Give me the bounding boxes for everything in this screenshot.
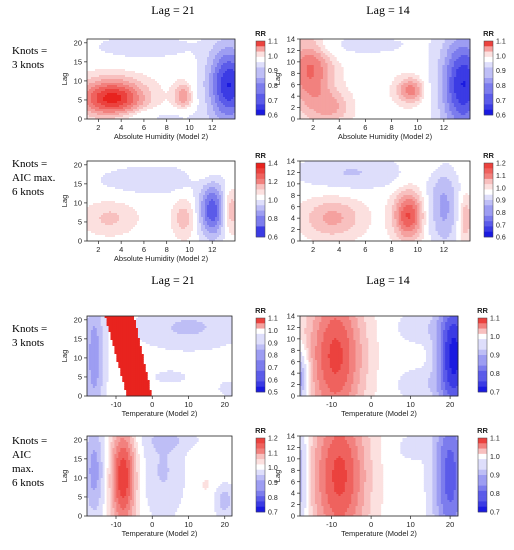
y-tick-label: 20	[74, 38, 82, 47]
colorbar-segment	[256, 110, 265, 116]
colorbar-title: RR	[255, 29, 266, 38]
x-tick-label: 6	[142, 123, 146, 132]
x-tick-label: 4	[119, 123, 123, 132]
x-tick-label: 10	[185, 123, 193, 132]
colorbar-segment	[256, 41, 265, 47]
x-axis-label: Absolute Humidity (Model 2)	[114, 132, 209, 141]
x-tick-label: 8	[165, 123, 169, 132]
colorbar-tick-label: 1.0	[268, 53, 278, 60]
x-tick-label: 12	[208, 123, 216, 132]
y-tick-label: 0	[78, 115, 82, 124]
x-tick-label: 2	[96, 123, 100, 132]
colorbar-segment	[256, 89, 265, 95]
colorbar-segment	[256, 46, 265, 52]
y-tick-label: 5	[78, 96, 82, 105]
colorbar-segment	[256, 62, 265, 68]
colorbar-tick-label: 0.6	[268, 113, 278, 120]
colorbar-segment	[256, 57, 265, 63]
colorbar-segment	[256, 67, 265, 73]
colorbar-tick-label: 1.1	[268, 39, 278, 46]
y-axis-label: Lag	[60, 73, 69, 86]
colorbar-segment	[256, 104, 265, 110]
colorbar-segment	[256, 99, 265, 105]
colorbar-tick-label: 0.7	[268, 98, 278, 105]
colorbar-segment	[256, 94, 265, 100]
colorbar-segment	[256, 52, 265, 58]
y-tick-label: 10	[74, 77, 82, 86]
colorbar-segment	[256, 73, 265, 79]
colorbar-segment	[256, 83, 265, 89]
y-tick-label: 15	[74, 57, 82, 66]
panel-1: 2 4 6 8 10 12 0 5 10 15 20 Absolute Humidity (Model…	[60, 29, 278, 141]
colorbar-segment	[256, 78, 265, 84]
